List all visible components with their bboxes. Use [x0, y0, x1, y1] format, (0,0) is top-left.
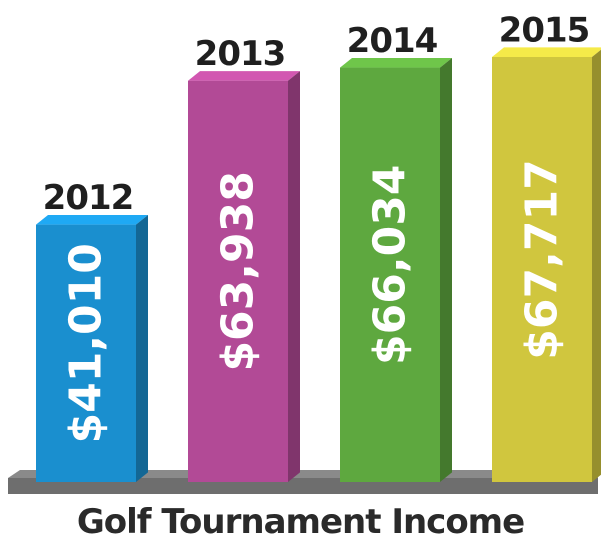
bar-side-face: [288, 71, 300, 482]
data-label: $63,938: [213, 171, 264, 371]
bar: [340, 67, 440, 482]
bar-side-face: [136, 215, 148, 482]
data-label: $67,717: [517, 159, 568, 359]
data-label: $66,034: [365, 165, 416, 365]
bar-side-face: [440, 57, 452, 483]
category-label: 2012: [43, 178, 134, 218]
bar-2014: 2014 $66,034: [340, 21, 452, 483]
bar-2015: 2015 $67,717: [492, 10, 601, 482]
chart-title: Golf Tournament Income: [76, 502, 525, 542]
base-front: [8, 478, 598, 494]
bar: [188, 80, 288, 482]
bar-top-face: [188, 71, 300, 81]
category-label: 2014: [347, 21, 438, 61]
bar-2013: 2013 $63,938: [188, 34, 300, 482]
bar-top-face: [340, 57, 452, 68]
bars-group: 2012 $41,010 2013 $63,938 2014 $66,034 2015 $67…: [36, 10, 601, 483]
category-label: 2013: [195, 34, 286, 74]
data-label: $41,010: [61, 243, 112, 443]
bar-2012: 2012 $41,010: [36, 178, 148, 482]
bar-side-face: [592, 49, 601, 482]
bar-top-face: [492, 47, 601, 57]
bar-top-face: [36, 215, 148, 225]
bar: [492, 57, 592, 482]
category-label: 2015: [499, 10, 590, 50]
bar: [36, 224, 136, 482]
